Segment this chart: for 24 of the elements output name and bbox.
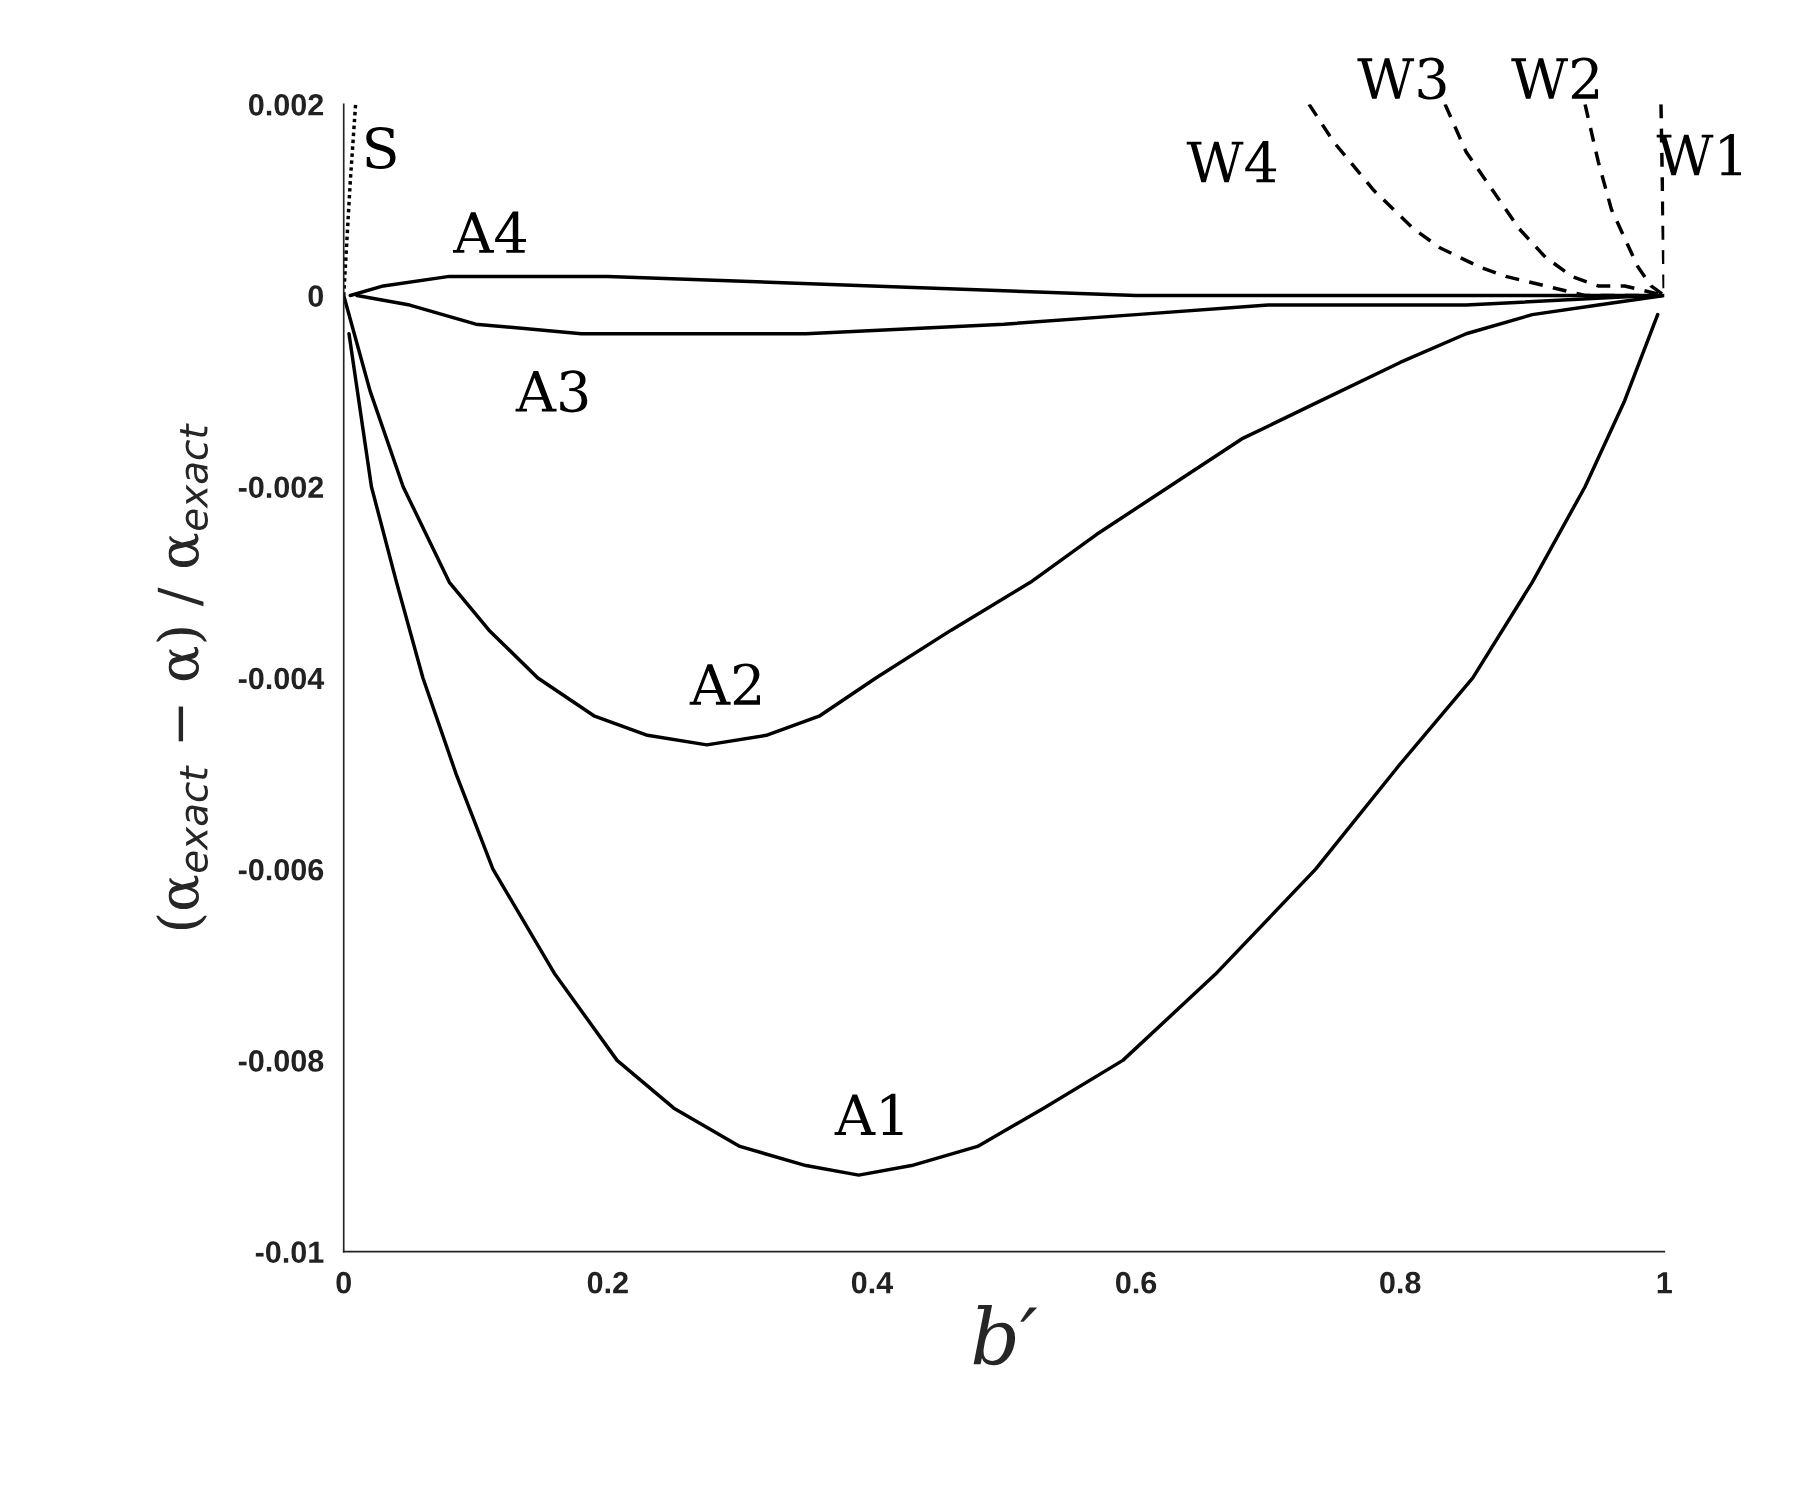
x-tick-label: 0.2 bbox=[587, 1271, 628, 1294]
series-label: A3 bbox=[515, 370, 588, 413]
series-label: S bbox=[366, 127, 396, 170]
x-axis-title: b′ bbox=[973, 1305, 1038, 1366]
x-tick-label: 1 bbox=[1657, 1272, 1672, 1294]
y-tick-label: -0.008 bbox=[238, 1050, 324, 1072]
series-label: A2 bbox=[689, 663, 760, 705]
series-label: A1 bbox=[834, 1093, 903, 1135]
y-axis-title: (α$_{exact}$ − α) / α$_{exact}$ bbox=[156, 423, 208, 930]
series-label: W4 bbox=[1186, 140, 1277, 183]
x-tick-label: 0.6 bbox=[1116, 1271, 1157, 1294]
y-tick-label: 0.002 bbox=[249, 94, 324, 116]
series-label: W2 bbox=[1511, 57, 1599, 99]
y-tick-label: -0.004 bbox=[238, 667, 325, 690]
y-tick-label: -0.006 bbox=[238, 858, 324, 881]
series-label: W3 bbox=[1357, 57, 1446, 100]
x-tick-label: 0 bbox=[336, 1271, 351, 1294]
series-label: A4 bbox=[452, 211, 526, 253]
x-tick-label: 0.4 bbox=[851, 1271, 894, 1294]
y-tick-label: 0 bbox=[308, 285, 324, 307]
series-label: W1 bbox=[1656, 133, 1741, 176]
y-tick-label: -0.002 bbox=[238, 476, 324, 499]
x-tick-label: 0.8 bbox=[1380, 1271, 1421, 1294]
y-tick-label: -0.01 bbox=[255, 1241, 324, 1263]
